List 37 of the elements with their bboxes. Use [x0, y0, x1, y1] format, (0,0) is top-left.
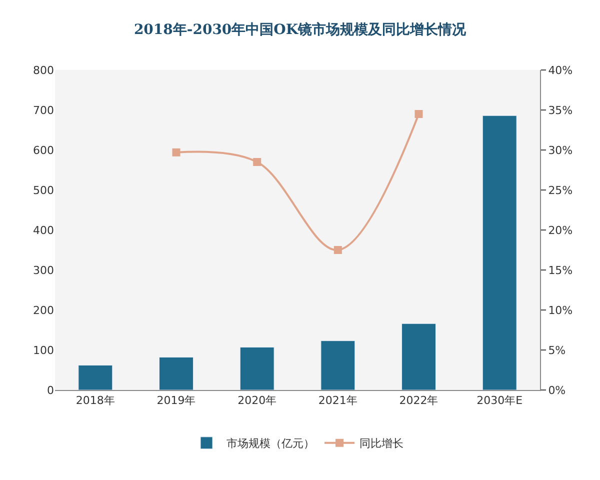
- y2-tick-label: 25%: [548, 184, 573, 197]
- x-tick-label: 2030年E: [476, 394, 523, 408]
- bar: [78, 364, 113, 390]
- y-tick-label: 300: [33, 264, 54, 277]
- y-tick-label: 600: [33, 144, 54, 157]
- y2-tick-label: 5%: [548, 344, 566, 357]
- x-tick-label: 2020年: [238, 394, 277, 408]
- bar: [482, 115, 517, 390]
- y2-tick-label: 10%: [548, 304, 573, 317]
- bar: [320, 340, 356, 390]
- y-tick-label: 800: [33, 64, 54, 77]
- y2-tick-label: 20%: [548, 224, 573, 237]
- x-tick-label: 2018年: [76, 394, 115, 408]
- y-tick-label: 100: [33, 344, 54, 357]
- y-tick-label: 400: [33, 224, 54, 237]
- chart-title: 2018年-2030年中国OK镜市场规模及同比增长情况: [134, 20, 468, 38]
- x-tick-label: 2022年: [399, 394, 438, 408]
- y-tick-label: 500: [33, 184, 54, 197]
- point: [414, 110, 423, 118]
- y2-tick-label: 40%: [548, 64, 573, 77]
- bar: [240, 346, 274, 390]
- y2-tick-label: 0%: [548, 384, 566, 397]
- x-tick-label: 2019年: [156, 394, 196, 408]
- legend-label: 同比增长: [360, 437, 404, 450]
- point: [172, 148, 180, 156]
- y2-tick-label: 15%: [548, 264, 573, 277]
- y-tick-label: 200: [33, 304, 54, 317]
- y-tick-label: 0: [47, 384, 54, 397]
- legend-label: 市场规模（亿元）: [226, 437, 314, 450]
- point: [253, 158, 262, 166]
- point: [334, 246, 342, 254]
- y-tick-label: 700: [33, 104, 54, 117]
- bar: [159, 356, 194, 390]
- y2-tick-label: 30%: [548, 144, 573, 157]
- y2-tick-label: 35%: [548, 104, 573, 117]
- x-tick-label: 2021年: [318, 394, 358, 408]
- bar: [402, 323, 436, 390]
